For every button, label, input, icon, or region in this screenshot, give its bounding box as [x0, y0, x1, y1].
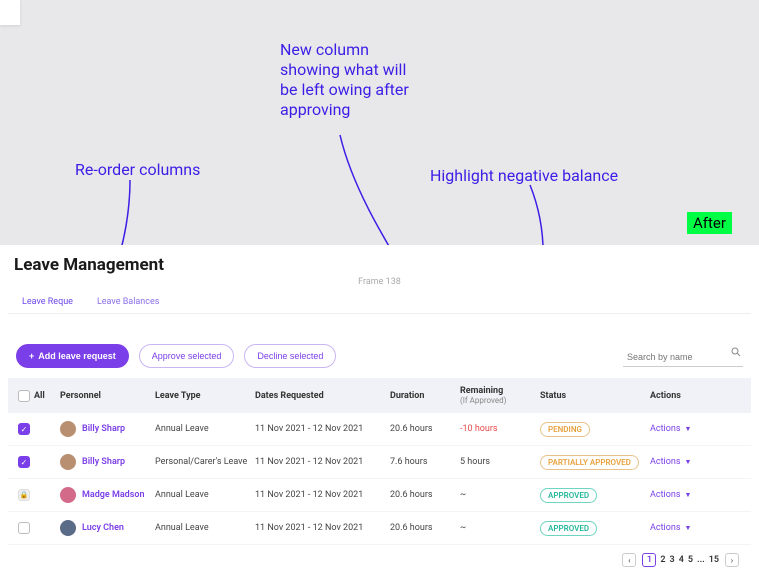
table-row: 🔒 Madge Madson Annual Leave11 Nov 2021 - 1…	[8, 479, 751, 512]
status-badge: PARTIALLY APPROVED	[540, 455, 639, 470]
toolbar: + Add leave request Approve selected Dec…	[8, 344, 751, 368]
pager-page[interactable]: 15	[709, 555, 719, 565]
dates-requested: 11 Nov 2021 - 12 Nov 2021	[255, 523, 390, 533]
add-leave-label: Add leave request	[38, 351, 116, 361]
table-row: ✓ Billy Sharp Personal/Carer's Leave11 Nov…	[8, 446, 751, 479]
personnel-name: Billy Sharp	[82, 424, 125, 434]
actions-label: Actions	[650, 490, 680, 500]
approve-selected-button[interactable]: Approve selected	[139, 344, 235, 368]
personnel-name: Billy Sharp	[82, 457, 125, 467]
status-badge: PENDING	[540, 422, 590, 437]
chevron-down-icon: ▼	[684, 524, 691, 532]
row-actions-menu[interactable]: Actions ▼	[650, 490, 691, 500]
search-icon	[731, 347, 741, 360]
actions-label: Actions	[650, 457, 680, 467]
corner-decor	[0, 0, 20, 25]
row-actions-menu[interactable]: Actions ▼	[650, 457, 691, 467]
pager: ‹ 12345... 15 ›	[8, 545, 751, 567]
dates-requested: 11 Nov 2021 - 12 Nov 2021	[255, 490, 390, 500]
leave-type: Annual Leave	[155, 490, 255, 500]
remaining: 5 hours	[460, 457, 540, 467]
pager-page[interactable]: 1	[642, 553, 656, 567]
status-badge: APPROVED	[540, 488, 597, 503]
page-title: Leave Management	[14, 255, 751, 275]
dates-requested: 11 Nov 2021 - 12 Nov 2021	[255, 457, 390, 467]
decline-selected-button[interactable]: Decline selected	[244, 344, 336, 368]
actions-label: Actions	[650, 424, 680, 434]
personnel-link[interactable]: Billy Sharp	[60, 454, 155, 470]
leave-type: Annual Leave	[155, 424, 255, 434]
dates-requested: 11 Nov 2021 - 12 Nov 2021	[255, 424, 390, 434]
duration: 20.6 hours	[390, 490, 460, 500]
row-checkbox[interactable]: ✓	[18, 423, 30, 435]
actions-label: Actions	[650, 523, 680, 533]
header-personnel: Personnel	[60, 391, 155, 401]
table-header: All Personnel Leave Type Dates Requested…	[8, 378, 751, 413]
leave-table: All Personnel Leave Type Dates Requested…	[8, 378, 751, 545]
header-status: Status	[540, 391, 650, 401]
duration: 20.6 hours	[390, 523, 460, 533]
pager-page: ...	[697, 555, 705, 565]
avatar	[60, 487, 76, 503]
row-actions-menu[interactable]: Actions ▼	[650, 424, 691, 434]
header-remaining: Remaining (If Approved)	[460, 386, 540, 405]
annotation-newcol: New column showing what will be left owi…	[280, 40, 409, 120]
status-badge: APPROVED	[540, 521, 597, 536]
annotation-reorder: Re-order columns	[75, 160, 200, 180]
pager-page[interactable]: 3	[670, 555, 675, 565]
remaining: ~	[460, 490, 540, 500]
avatar	[60, 454, 76, 470]
tab-requests[interactable]: Leave Reque	[10, 291, 85, 313]
remaining: -10 hours	[460, 424, 540, 434]
duration: 20.6 hours	[390, 424, 460, 434]
lock-icon: 🔒	[18, 489, 30, 501]
avatar	[60, 520, 76, 536]
select-all-checkbox[interactable]	[18, 390, 30, 402]
header-all: All	[34, 391, 45, 401]
pager-page[interactable]: 5	[688, 555, 693, 565]
remaining: ~	[460, 523, 540, 533]
search-wrap	[623, 345, 743, 367]
plus-icon: +	[29, 351, 34, 361]
after-badge: After	[687, 212, 732, 234]
header-actions: Actions	[650, 391, 730, 401]
header-type: Leave Type	[155, 391, 255, 401]
header-duration: Duration	[390, 391, 460, 401]
personnel-link[interactable]: Lucy Chen	[60, 520, 155, 536]
duration: 7.6 hours	[390, 457, 460, 467]
row-actions-menu[interactable]: Actions ▼	[650, 523, 691, 533]
row-checkbox[interactable]	[18, 522, 30, 534]
row-checkbox[interactable]: ✓	[18, 456, 30, 468]
pager-page[interactable]: 2	[660, 555, 665, 565]
table-row: Lucy Chen Annual Leave11 Nov 2021 - 12 No…	[8, 512, 751, 545]
leave-type: Personal/Carer's Leave	[155, 457, 255, 467]
annotation-highlight: Highlight negative balance	[430, 166, 618, 186]
chevron-down-icon: ▼	[684, 491, 691, 499]
chevron-down-icon: ▼	[684, 458, 691, 466]
header-dates: Dates Requested	[255, 391, 390, 401]
tabs: Leave Reque Leave Balances	[8, 291, 751, 314]
leave-panel: Leave Management Frame 138 Leave Reque L…	[0, 245, 759, 581]
chevron-down-icon: ▼	[684, 425, 691, 433]
personnel-name: Lucy Chen	[82, 523, 124, 533]
leave-type: Annual Leave	[155, 523, 255, 533]
avatar	[60, 421, 76, 437]
personnel-name: Madge Madson	[82, 490, 145, 500]
pager-prev[interactable]: ‹	[622, 553, 636, 567]
table-row: ✓ Billy Sharp Annual Leave11 Nov 2021 - 12…	[8, 413, 751, 446]
pager-page[interactable]: 4	[679, 555, 684, 565]
personnel-link[interactable]: Billy Sharp	[60, 421, 155, 437]
tab-balances[interactable]: Leave Balances	[85, 291, 171, 313]
pager-next[interactable]: ›	[725, 553, 739, 567]
search-input[interactable]	[623, 348, 743, 367]
personnel-link[interactable]: Madge Madson	[60, 487, 155, 503]
frame-label: Frame 138	[8, 277, 751, 287]
add-leave-button[interactable]: + Add leave request	[16, 344, 129, 368]
